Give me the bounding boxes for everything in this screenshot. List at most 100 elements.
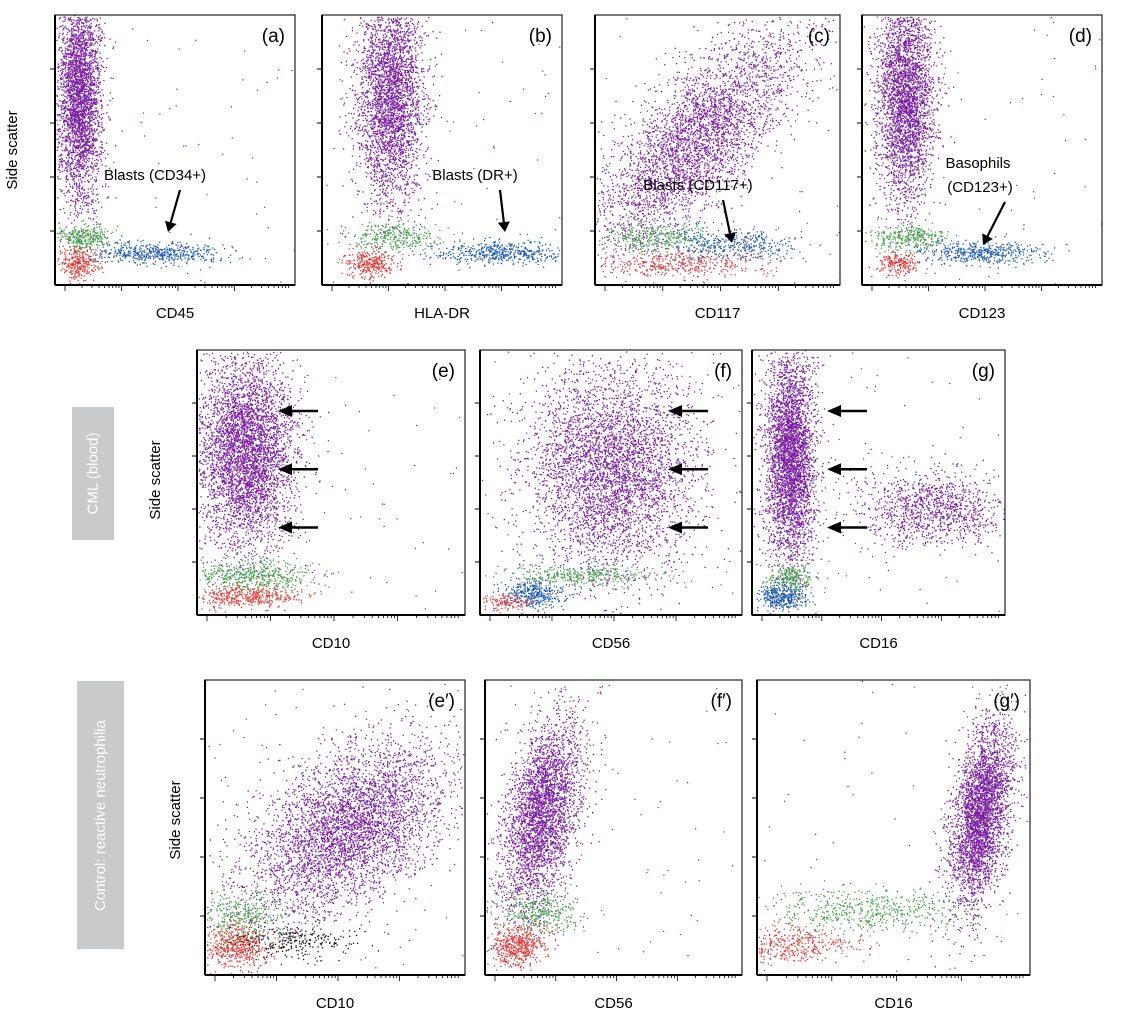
- data-point: [73, 19, 74, 20]
- data-point: [58, 258, 59, 259]
- data-point: [113, 46, 114, 47]
- data-point: [70, 126, 71, 127]
- data-point: [110, 100, 111, 101]
- data-point: [104, 23, 105, 24]
- data-point: [76, 189, 77, 190]
- data-point: [78, 28, 79, 29]
- data-point: [100, 69, 101, 70]
- data-point: [100, 41, 101, 42]
- data-point: [92, 184, 93, 185]
- data-point: [63, 130, 64, 131]
- data-point: [98, 89, 99, 90]
- data-point: [68, 160, 69, 161]
- data-point: [69, 88, 70, 89]
- data-point: [56, 120, 57, 121]
- data-point: [96, 24, 97, 25]
- data-point: [75, 204, 76, 205]
- data-point: [96, 68, 97, 69]
- data-point: [65, 67, 66, 68]
- data-point: [64, 112, 65, 113]
- data-point: [57, 80, 58, 81]
- data-point: [85, 136, 86, 137]
- data-point: [79, 230, 80, 231]
- data-point: [70, 150, 71, 151]
- data-point: [96, 117, 97, 118]
- data-point: [97, 151, 98, 152]
- data-point: [66, 118, 67, 119]
- data-point: [94, 179, 95, 180]
- data-point: [97, 113, 98, 114]
- data-point: [78, 106, 79, 107]
- data-point: [61, 143, 62, 144]
- data-point: [77, 193, 78, 194]
- data-point: [88, 110, 89, 111]
- data-point: [65, 64, 66, 65]
- data-point: [102, 148, 103, 149]
- data-point: [92, 143, 93, 144]
- data-point: [68, 82, 69, 83]
- data-point: [59, 88, 60, 89]
- data-point: [93, 82, 94, 83]
- data-point: [97, 20, 98, 21]
- data-point: [69, 127, 70, 128]
- data-point: [99, 44, 100, 45]
- data-point: [62, 166, 63, 167]
- data-point: [93, 144, 94, 145]
- data-point: [74, 34, 75, 35]
- data-point: [96, 58, 97, 59]
- data-point: [70, 99, 71, 100]
- data-point: [91, 45, 92, 46]
- data-point: [57, 139, 58, 140]
- data-point: [83, 113, 84, 114]
- data-point: [81, 27, 82, 28]
- data-point: [72, 161, 73, 162]
- data-point: [61, 84, 62, 85]
- data-point: [88, 211, 89, 212]
- data-point: [64, 55, 65, 56]
- data-point: [86, 32, 87, 33]
- data-point: [65, 76, 66, 77]
- data-point: [100, 92, 101, 93]
- data-point: [63, 33, 64, 34]
- data-point: [102, 61, 103, 62]
- data-point: [69, 184, 70, 185]
- data-point: [61, 65, 62, 66]
- data-point: [98, 168, 99, 169]
- data-point: [112, 48, 113, 49]
- data-point: [70, 73, 71, 74]
- data-point: [90, 52, 91, 53]
- data-point: [95, 58, 96, 59]
- data-point: [70, 38, 71, 39]
- data-point: [69, 95, 70, 96]
- data-point: [87, 155, 88, 156]
- data-point: [64, 128, 65, 129]
- data-point: [65, 117, 66, 118]
- data-point: [93, 211, 94, 212]
- data-point: [57, 124, 58, 125]
- data-point: [91, 117, 92, 118]
- data-point: [81, 166, 82, 167]
- data-point: [62, 108, 63, 109]
- data-point: [98, 126, 99, 127]
- data-point: [90, 218, 91, 219]
- data-point: [89, 25, 90, 26]
- data-point: [65, 65, 66, 66]
- data-point: [63, 208, 64, 209]
- data-point: [62, 60, 63, 61]
- data-point: [96, 90, 97, 91]
- data-point: [82, 75, 83, 76]
- data-point: [92, 53, 93, 54]
- data-point: [101, 161, 102, 162]
- data-point: [99, 154, 100, 155]
- data-point: [88, 35, 89, 36]
- data-point: [60, 209, 61, 210]
- data-point: [59, 35, 60, 36]
- data-point: [96, 110, 97, 111]
- data-point: [82, 209, 83, 210]
- data-point: [60, 120, 61, 121]
- data-point: [87, 30, 88, 31]
- data-point: [92, 158, 93, 159]
- data-point: [89, 108, 90, 109]
- data-point: [61, 59, 62, 60]
- data-point: [72, 120, 73, 121]
